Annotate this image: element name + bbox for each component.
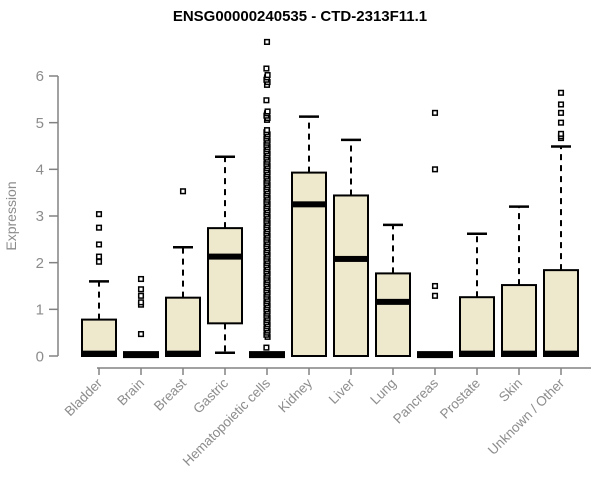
- x-tick-label: Skin: [496, 376, 525, 405]
- outlier-point: [95, 258, 103, 265]
- box-iqr: [501, 284, 537, 357]
- box-group-unknown-other: [543, 89, 579, 357]
- median-line: [459, 350, 495, 357]
- median-line: [165, 350, 201, 357]
- outlier-point: [137, 275, 145, 283]
- y-tick-label: 0: [36, 348, 44, 365]
- outlier-point: [95, 224, 103, 231]
- box-iqr: [291, 171, 327, 357]
- y-tick-label: 6: [36, 68, 44, 85]
- median-line: [375, 298, 411, 305]
- outlier-point: [95, 241, 103, 248]
- outlier-point: [431, 166, 439, 173]
- x-tick-label: Prostate: [437, 376, 483, 422]
- box-iqr: [207, 227, 243, 325]
- y-tick-label: 1: [36, 302, 44, 319]
- outlier-point: [557, 89, 565, 96]
- outlier-point: [557, 101, 565, 108]
- collapsed-box: [249, 351, 285, 359]
- box-group-bladder: [81, 211, 117, 357]
- outlier-point: [557, 130, 565, 137]
- collapsed-box: [123, 351, 159, 359]
- median-line: [207, 253, 243, 260]
- x-tick-label: Liver: [326, 375, 358, 407]
- outlier-point: [137, 331, 145, 338]
- outlier-point: [95, 211, 103, 218]
- x-tick-label: Brain: [114, 376, 147, 409]
- outlier-point: [137, 286, 145, 293]
- median-line: [333, 255, 369, 262]
- box-group-brain: [123, 275, 159, 359]
- outlier-point: [431, 109, 439, 116]
- x-tick-label: Bladder: [62, 375, 106, 419]
- box-group-kidney: [291, 115, 327, 357]
- box-group-breast: [165, 188, 201, 358]
- outlier-point: [137, 292, 145, 299]
- box-iqr: [543, 269, 579, 357]
- outlier-point: [264, 72, 271, 79]
- box-iqr: [375, 272, 411, 358]
- outlier-point: [264, 108, 271, 115]
- box-group-hematopoietic-cells: [249, 38, 285, 359]
- median-line: [543, 350, 579, 357]
- outlier-point: [179, 188, 187, 195]
- box-group-gastric: [207, 155, 243, 354]
- chart-title: ENSG00000240535 - CTD-2313F11.1: [173, 8, 427, 25]
- box-group-pancreas: [417, 109, 453, 359]
- outlier-point: [263, 97, 270, 104]
- outlier-point: [95, 253, 103, 260]
- plot-area: [81, 38, 579, 359]
- box-group-lung: [375, 223, 411, 358]
- median-line: [81, 350, 117, 357]
- box-iqr: [333, 194, 369, 357]
- box-iqr: [165, 296, 201, 358]
- box-iqr: [459, 296, 495, 358]
- median-line: [501, 350, 537, 357]
- y-tick-label: 5: [36, 115, 44, 132]
- y-tick-label: 2: [36, 255, 44, 272]
- x-tick-label: Gastric: [190, 375, 231, 416]
- outlier-point: [263, 127, 271, 134]
- x-tick-label: Kidney: [275, 375, 315, 415]
- outlier-point: [137, 299, 145, 306]
- x-tick-label: Breast: [151, 375, 189, 413]
- outlier-point: [263, 344, 270, 351]
- box-iqr: [81, 318, 117, 357]
- box-group-skin: [501, 205, 537, 357]
- x-tick-label: Lung: [367, 376, 399, 408]
- y-tick-label: 4: [36, 162, 44, 179]
- outlier-point: [557, 109, 565, 116]
- x-tick-label: Unknown / Other: [485, 375, 568, 458]
- box-group-prostate: [459, 232, 495, 358]
- y-axis-label: Expression: [3, 181, 19, 250]
- y-tick-label: 3: [36, 208, 44, 225]
- outlier-point: [431, 282, 439, 290]
- outlier-point: [263, 65, 270, 72]
- outlier-point: [431, 292, 439, 299]
- outlier-point: [557, 119, 565, 126]
- outlier-point: [263, 38, 271, 45]
- collapsed-box: [417, 351, 453, 359]
- median-line: [291, 201, 327, 208]
- x-tick-label: Pancreas: [390, 375, 441, 426]
- box-group-liver: [333, 138, 369, 357]
